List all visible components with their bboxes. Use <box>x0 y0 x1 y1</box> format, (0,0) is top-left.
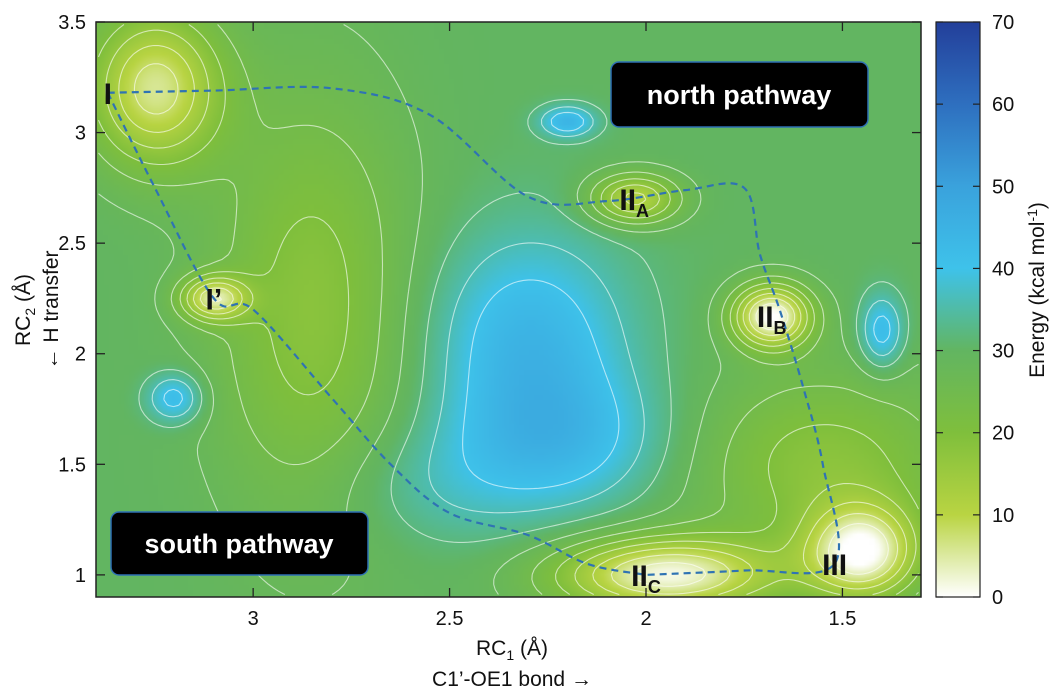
plot-frame <box>95 21 922 598</box>
x-tick-label: 2 <box>640 608 651 630</box>
colorbar-tick-label: 50 <box>992 176 1014 198</box>
colorbar-tick-label: 40 <box>992 258 1014 280</box>
south-pathway-label-box: south pathway <box>110 511 369 576</box>
energy-contours <box>97 24 919 596</box>
x-axis-subtitle: C1’-OE1 bond → <box>432 668 592 691</box>
y-tick-label: 1 <box>75 565 86 587</box>
contour-level <box>118 44 908 596</box>
colorbar-tick-label: 0 <box>992 587 1003 609</box>
reaction-pathways <box>106 85 841 576</box>
point-label-IIA: IIA <box>619 184 649 221</box>
x-tick-label: 1.5 <box>829 608 857 630</box>
north-pathway-label: north pathway <box>647 80 832 110</box>
north-pathway-label-box: north pathway <box>610 61 869 128</box>
south-pathway-label: south pathway <box>144 529 333 559</box>
colorbar-tick-label: 10 <box>992 505 1014 527</box>
x-axis-title: RC1 (Å) <box>476 637 548 663</box>
y-tick-label: 2.5 <box>58 233 86 255</box>
contour-level <box>133 63 899 595</box>
colorbar-ticks: 0 10 20 30 40 50 60 70 <box>936 12 1014 609</box>
contour-level <box>138 98 910 543</box>
colorbar-title: Energy (kcal mol-1) <box>1024 202 1049 378</box>
colorbar-tick-label: 60 <box>992 94 1014 116</box>
north-pathway-line <box>107 85 841 576</box>
point-label-III: III <box>822 549 847 582</box>
south-pathway-line <box>106 92 647 576</box>
y-tick-label: 3.5 <box>58 12 86 34</box>
point-label-IIC: IIC <box>631 560 661 597</box>
contour-level <box>97 24 919 595</box>
point-label-I: I <box>104 78 112 111</box>
y-tick-label: 1.5 <box>58 454 86 476</box>
x-tick-label: 3 <box>248 608 259 630</box>
contour-level <box>105 29 917 596</box>
x-tick-label: 2.5 <box>436 608 464 630</box>
y-axis-ticks: 1 1.5 2 2.5 3 3.5 <box>58 12 921 587</box>
colorbar-tick-label: 70 <box>992 12 1014 34</box>
y-axis-subtitle: ← H transfer <box>40 250 63 369</box>
x-axis-ticks: 3 2.5 2 1.5 <box>248 22 857 630</box>
contour-level <box>163 111 891 490</box>
point-label-Iprime: I’ <box>206 283 223 316</box>
contour-level <box>151 106 900 514</box>
stationary-point-labels: I I’ IIA IIB IIC III <box>104 78 847 597</box>
point-label-IIB: IIB <box>757 301 787 338</box>
colorbar-tick-label: 30 <box>992 341 1014 363</box>
y-tick-label: 2 <box>75 344 86 366</box>
colorbar-tick-label: 20 <box>992 423 1014 445</box>
y-tick-label: 3 <box>75 123 86 145</box>
contour-level <box>98 24 919 595</box>
colorbar <box>935 21 981 598</box>
y-axis-title: RC2 (Å) <box>12 274 38 346</box>
contour-level <box>98 24 919 596</box>
